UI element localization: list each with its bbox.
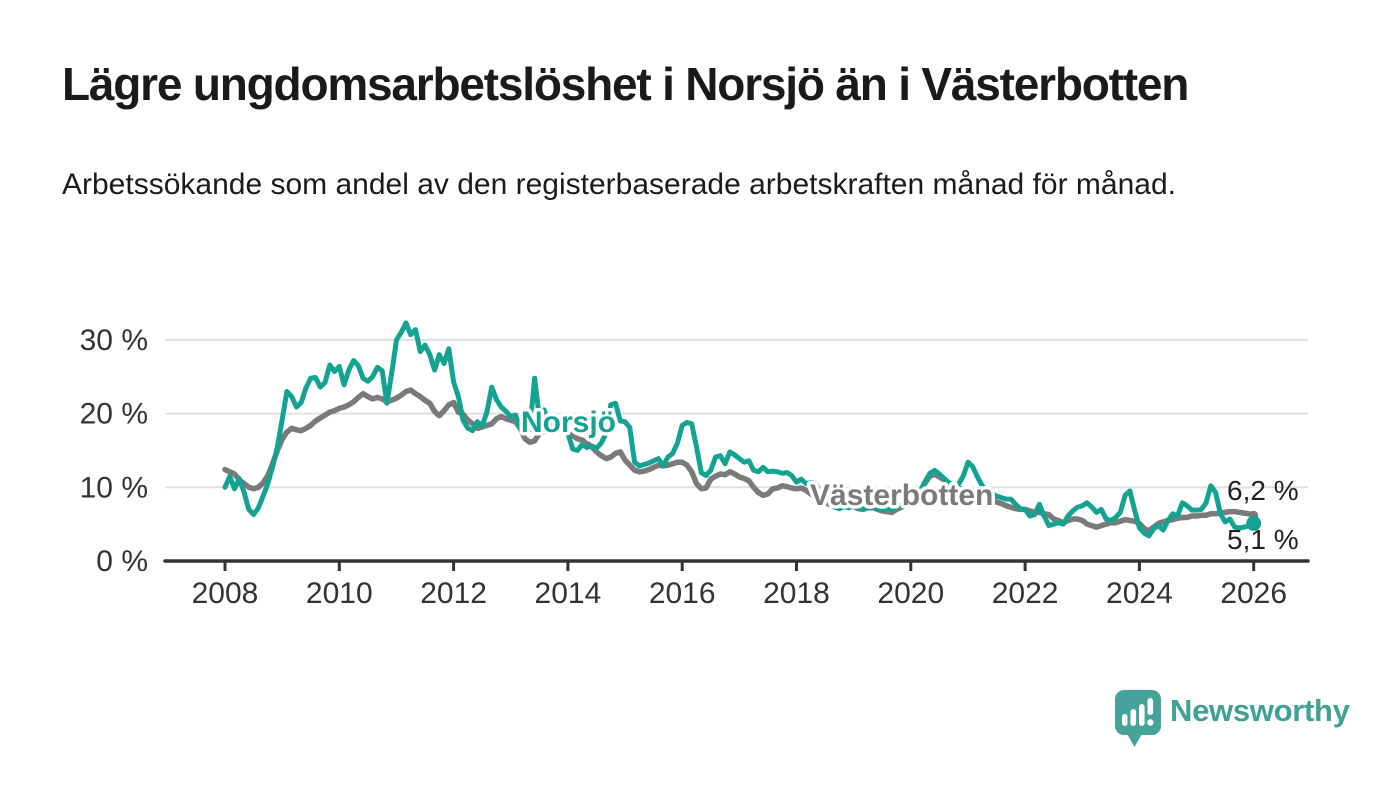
x-tick-label: 2014 bbox=[535, 577, 602, 610]
bar-medium bbox=[1130, 709, 1137, 726]
x-axis-labels: 2008 2010 2012 2014 2016 2018 2020 2022 2024 2026 bbox=[192, 577, 1287, 610]
bar-small bbox=[1122, 714, 1128, 726]
series-end-markers bbox=[1246, 510, 1262, 531]
y-axis-labels: 0 % 10 % 20 % 30 % bbox=[80, 324, 148, 578]
y-tick-label: 0 % bbox=[96, 545, 148, 578]
y-gridlines bbox=[165, 338, 1308, 489]
series-label-norsjo: Norsjö bbox=[521, 406, 616, 439]
x-tick-label: 2010 bbox=[306, 577, 373, 610]
x-tick-label: 2022 bbox=[992, 577, 1059, 610]
speech-bubble-tail bbox=[1126, 732, 1143, 747]
y-tick-label: 20 % bbox=[80, 398, 148, 431]
exclamation-bar bbox=[1147, 698, 1154, 715]
y-tick-label: 30 % bbox=[80, 324, 148, 357]
x-axis bbox=[163, 559, 1310, 571]
newsworthy-logo-icon bbox=[1115, 690, 1161, 747]
line-västerbotten bbox=[222, 387, 1257, 534]
end-value-norsjo: 5,1 % bbox=[1227, 524, 1299, 555]
exclamation-dot bbox=[1147, 719, 1154, 726]
x-tick-label: 2026 bbox=[1220, 577, 1287, 610]
x-tick-label: 2008 bbox=[192, 577, 259, 610]
y-tick-label: 10 % bbox=[80, 471, 148, 504]
bar-large bbox=[1139, 704, 1145, 726]
end-dot-norsjö bbox=[1246, 515, 1262, 531]
newsworthy-logo-text: Newsworthy bbox=[1170, 693, 1350, 728]
page-title: Lägre ungdomsarbetslöshet i Norsjö än i … bbox=[62, 58, 1189, 110]
x-tick-label: 2018 bbox=[763, 577, 830, 610]
data-lines bbox=[222, 320, 1257, 539]
end-value-vasterbotten: 6,2 % bbox=[1227, 475, 1299, 506]
x-tick-label: 2024 bbox=[1106, 577, 1173, 610]
x-tick-label: 2020 bbox=[877, 577, 944, 610]
chart-subtitle: Arbetssökande som andel av den registerb… bbox=[62, 168, 1176, 201]
x-tick-label: 2012 bbox=[420, 577, 487, 610]
line-norsjö bbox=[222, 320, 1257, 539]
x-tick-label: 2016 bbox=[649, 577, 716, 610]
newsworthy-logo: Newsworthy bbox=[1115, 690, 1350, 748]
series-label-vasterbotten: Västerbotten bbox=[810, 479, 993, 512]
